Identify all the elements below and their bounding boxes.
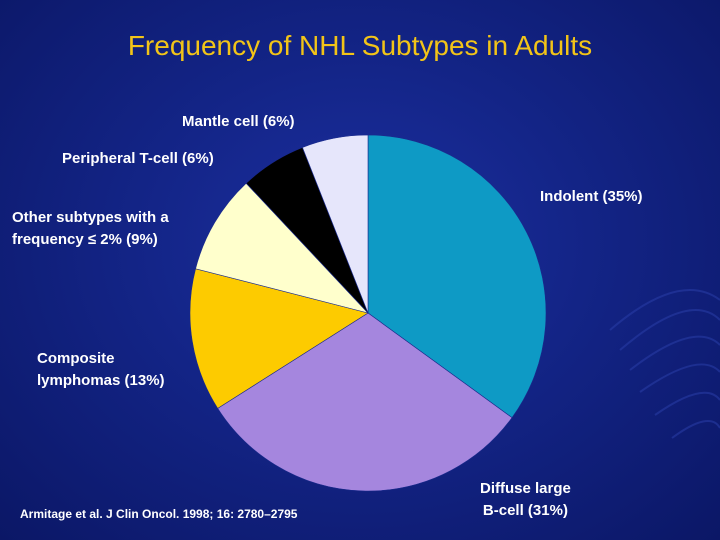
pie-slice-composite-lymphomas	[189, 268, 369, 409]
label-diffuse-line-1: Diffuse large	[480, 480, 571, 497]
pie-slice-indolent	[367, 134, 547, 419]
pie-slice-diffuse-large-b-cell	[217, 312, 513, 492]
label-peripheral-line: Peripheral T-cell (6%)	[62, 150, 214, 167]
pie-slice-other-subtypes	[195, 182, 369, 314]
label-other-line-1: Other subtypes with a	[12, 209, 169, 226]
label-composite-line-1: Composite	[37, 350, 115, 367]
label-mantle-cell: Mantle cell (6%)	[182, 111, 295, 133]
label-composite-lymphomas: Composite lymphomas (13%)	[37, 348, 165, 392]
label-indolent: Indolent (35%)	[540, 186, 643, 208]
label-peripheral-t-cell: Peripheral T-cell (6%)	[62, 148, 214, 170]
label-composite-line-2: lymphomas (13%)	[37, 372, 165, 389]
slide-title: Frequency of NHL Subtypes in Adults	[127, 30, 593, 61]
citation: Armitage et al. J Clin Oncol. 1998; 16: …	[20, 507, 298, 521]
label-mantle-line: Mantle cell (6%)	[182, 113, 295, 130]
pie-slice-mantle-cell	[302, 134, 369, 314]
label-other-subtypes: Other subtypes with a frequency ≤ 2% (9%…	[12, 207, 169, 251]
label-indolent-line: Indolent (35%)	[540, 188, 643, 205]
label-diffuse-large-b-cell: Diffuse large B-cell (31%)	[480, 478, 571, 522]
label-other-line-2: frequency ≤ 2% (9%)	[12, 231, 158, 248]
label-diffuse-line-2: B-cell (31%)	[482, 502, 568, 519]
